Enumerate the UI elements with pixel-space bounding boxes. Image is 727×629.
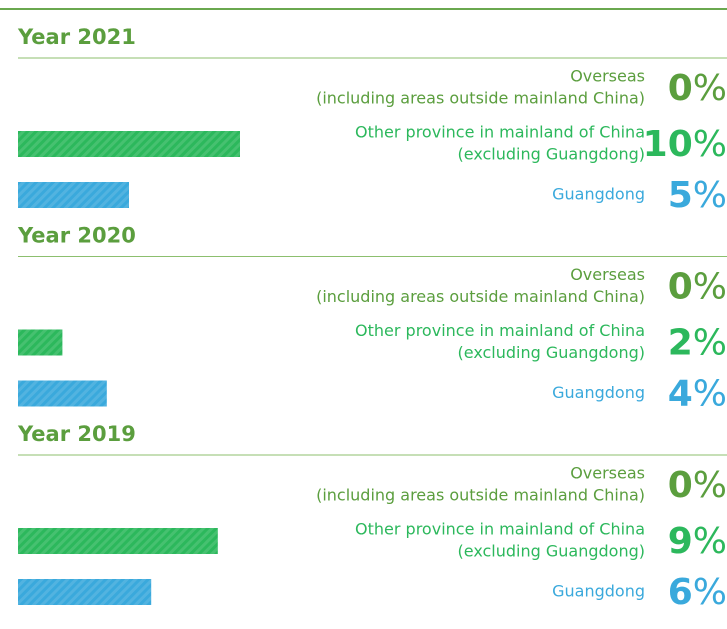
value-label: 0% (668, 267, 727, 308)
value-label: 0% (668, 68, 727, 109)
bar-hatch (18, 131, 240, 157)
bar-hatch (18, 182, 129, 208)
bar-hatch (18, 329, 63, 356)
bar-hatch (18, 380, 107, 407)
category-label: (excluding Guangdong) (458, 542, 645, 561)
bar-group (18, 131, 240, 157)
value-label: 10% (643, 124, 727, 165)
category-label: Other province in mainland of China (355, 123, 645, 142)
bar-group (18, 528, 218, 554)
panel-title: Year 2021 (17, 25, 136, 49)
value-label: 9% (668, 521, 727, 562)
category-label: Guangdong (552, 582, 645, 601)
category-label: Other province in mainland of China (355, 520, 645, 539)
value-label: 5% (668, 175, 727, 216)
category-label: (including areas outside mainland China) (316, 486, 645, 505)
category-label: Guangdong (552, 185, 645, 204)
category-label: (excluding Guangdong) (458, 145, 645, 164)
category-label: (excluding Guangdong) (458, 343, 645, 362)
panel-title: Year 2019 (17, 422, 136, 446)
bar-group (18, 380, 107, 407)
category-label: (including areas outside mainland China) (316, 89, 645, 108)
category-label: Overseas (570, 464, 645, 483)
value-label: 2% (668, 323, 727, 364)
category-label: Other province in mainland of China (355, 321, 645, 340)
value-label: 0% (668, 465, 727, 506)
category-label: (including areas outside mainland China) (316, 287, 645, 306)
value-label: 4% (668, 374, 727, 415)
bar-group (18, 182, 129, 208)
bar-hatch (18, 528, 218, 554)
value-label: 6% (668, 572, 727, 613)
bar-group (18, 329, 63, 356)
category-label: Guangdong (552, 383, 645, 402)
category-label: Overseas (570, 265, 645, 284)
panel-title: Year 2020 (17, 224, 136, 248)
category-label: Overseas (570, 67, 645, 86)
bar-hatch (18, 579, 152, 605)
bar-group (18, 579, 152, 605)
